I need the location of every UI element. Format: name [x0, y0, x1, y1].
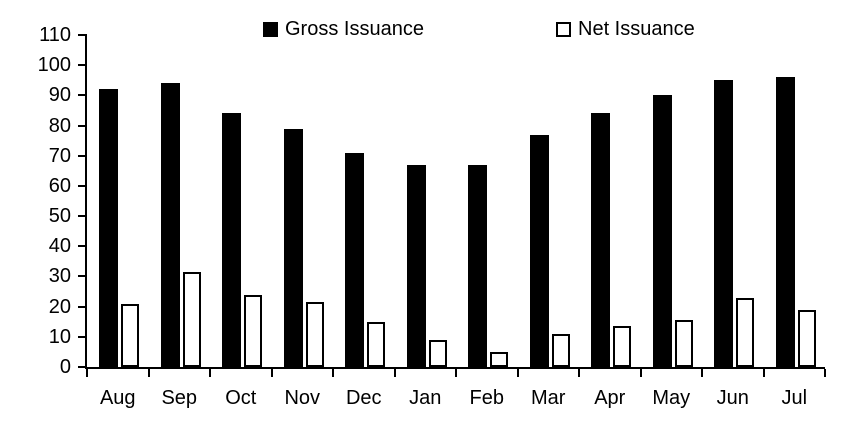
bar-gross-may [652, 95, 672, 367]
bar-group-apr [579, 35, 641, 367]
y-axis-label: 0 [59, 356, 71, 378]
x-axis-tick [270, 369, 273, 377]
bar-gross-sep [160, 83, 180, 367]
x-axis-tick [578, 369, 580, 377]
bar-group-jul [764, 35, 826, 367]
bar-gross-oct [222, 113, 241, 367]
bar-net-dec [367, 321, 385, 367]
y-axis-label: 40 [48, 235, 71, 258]
x-axis-label-sep: Sep [161, 387, 198, 409]
x-axis-label-oct: Oct [225, 387, 257, 409]
y-axis-tick [78, 275, 87, 278]
y-axis-tick [78, 34, 87, 36]
y-axis-tick [78, 245, 87, 248]
bar-net-may [674, 320, 693, 367]
bar-group-aug [87, 35, 149, 367]
legend-label-gross-issuance: Gross Issuance [285, 18, 424, 40]
gross-issuance-swatch-icon [263, 21, 278, 37]
legend-item-gross-issuance: Gross Issuance [263, 19, 424, 39]
x-axis-tick [455, 369, 457, 377]
x-axis-label-feb: Feb [469, 387, 504, 409]
y-axis-tick [78, 64, 87, 67]
x-axis-label-dec: Dec [345, 387, 382, 409]
bar-net-aug [121, 303, 139, 367]
y-axis-label: 50 [48, 205, 71, 228]
y-axis-tick [78, 215, 87, 218]
y-axis-tick [78, 124, 87, 127]
bar-gross-jun [714, 80, 733, 367]
x-axis-label-may: May [652, 387, 691, 409]
bar-net-mar [551, 333, 570, 367]
bar-net-apr [613, 326, 631, 367]
bar-gross-jul [775, 77, 795, 367]
x-axis-tick [86, 369, 88, 377]
y-axis-tick [78, 184, 87, 187]
bar-gross-jan [406, 164, 426, 367]
y-axis-tick [78, 335, 87, 338]
y-axis-label: 110 [39, 24, 71, 46]
x-axis-tick [824, 369, 826, 377]
x-axis-tick [209, 369, 211, 377]
x-axis-label-mar: Mar [531, 387, 566, 409]
x-axis-label-aug: Aug [99, 387, 136, 409]
bar-group-may [641, 35, 703, 367]
bar-net-feb [490, 351, 508, 367]
bar-gross-aug [99, 89, 118, 367]
x-axis-tick [516, 369, 519, 377]
bar-group-jan [395, 35, 457, 367]
y-axis-label: 20 [48, 295, 71, 318]
y-axis-label: 100 [37, 54, 71, 77]
legend-label-net-issuance: Net Issuance [578, 18, 695, 40]
bar-gross-mar [529, 134, 549, 367]
x-axis-tick [393, 369, 396, 377]
y-axis-label: 30 [48, 265, 71, 288]
bar-group-nov [272, 35, 334, 367]
x-axis-label-jul: Jul [781, 387, 808, 409]
legend-item-net-issuance: Net Issuance [556, 19, 695, 39]
x-axis-tick [147, 369, 150, 377]
bar-group-mar [518, 35, 580, 367]
x-axis-tick [701, 369, 703, 377]
y-axis-tick [78, 366, 87, 368]
y-axis-label: 60 [48, 174, 71, 197]
net-issuance-swatch-icon [556, 21, 571, 37]
y-axis-tick [78, 94, 87, 97]
x-axis-label-jun: Jun [716, 387, 749, 409]
y-axis-label: 80 [48, 114, 71, 137]
y-axis-label: 90 [48, 84, 71, 107]
x-axis-label-apr: Apr [594, 387, 626, 409]
bar-net-jan [428, 339, 447, 367]
y-axis-tick [78, 305, 87, 308]
bar-group-feb [456, 35, 518, 367]
bar-net-jul [797, 309, 816, 367]
bar-gross-feb [468, 164, 487, 367]
bar-gross-dec [345, 152, 364, 367]
y-axis-label: 10 [48, 325, 71, 348]
bar-group-dec [333, 35, 395, 367]
x-axis-tick [762, 369, 765, 377]
x-axis-tick [639, 369, 642, 377]
y-axis-tick [78, 154, 87, 157]
bar-group-sep [149, 35, 211, 367]
bar-net-sep [182, 271, 201, 367]
x-axis-label-nov: Nov [284, 387, 321, 409]
bar-net-jun [736, 297, 754, 367]
bar-gross-apr [591, 113, 610, 367]
bar-net-nov [305, 302, 324, 367]
x-axis-tick [332, 369, 334, 377]
bar-net-oct [244, 294, 262, 367]
x-axis-label-jan: Jan [409, 387, 442, 409]
bar-gross-nov [283, 128, 303, 367]
bar-group-oct [210, 35, 272, 367]
bar-group-jun [702, 35, 764, 367]
y-axis-label: 70 [48, 144, 71, 167]
plot-area: 0 10 20 30 40 50 60 70 80 90 100 110 Aug Sep Oct Nov Dec… [38, 24, 826, 409]
bars-layer [87, 35, 825, 367]
